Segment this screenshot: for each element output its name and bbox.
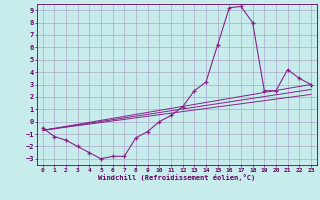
X-axis label: Windchill (Refroidissement éolien,°C): Windchill (Refroidissement éolien,°C) (98, 174, 255, 181)
